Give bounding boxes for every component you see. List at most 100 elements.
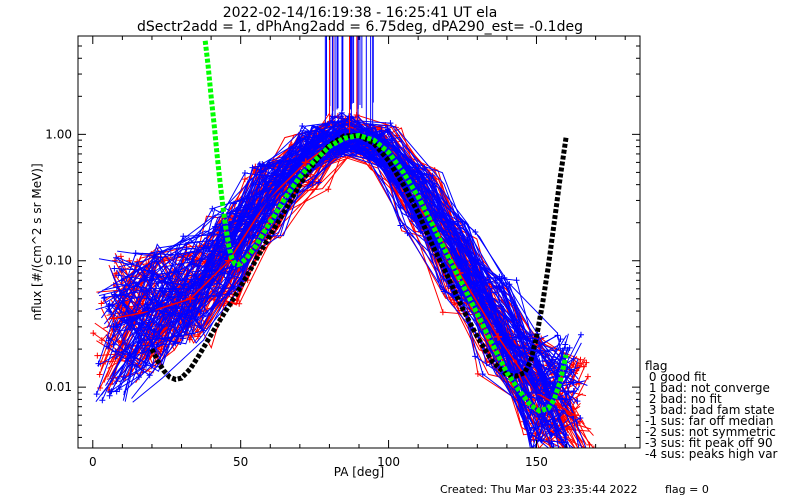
red-mark	[583, 359, 590, 366]
blue-mark	[305, 133, 312, 140]
measurement-curve	[123, 129, 579, 428]
blue-mark	[183, 244, 190, 251]
blue-mark	[143, 362, 150, 369]
blue-mark	[111, 291, 118, 298]
blue-mark	[271, 202, 278, 209]
blue-mark	[215, 248, 222, 255]
red-mark	[94, 352, 101, 359]
blue-bundle	[93, 109, 588, 457]
blue-mark	[472, 353, 479, 360]
blue-mark	[118, 267, 125, 274]
created-timestamp: Created: Thu Mar 03 23:35:44 2022	[440, 483, 638, 496]
blue-mark	[95, 360, 102, 367]
tick-layer: 0 50 100 150 0.01 0.10 1.00	[45, 35, 640, 469]
y-tick-label: 0.01	[45, 380, 72, 394]
x-tick-label: 100	[377, 455, 400, 469]
blue-mark	[115, 272, 122, 279]
y-tick-label: 1.00	[45, 127, 72, 141]
red-series-point	[301, 158, 310, 167]
blue-mark	[521, 380, 528, 387]
blue-mark	[558, 445, 560, 448]
blue-mark	[213, 290, 220, 297]
measurement-curve	[112, 135, 564, 387]
plot-frame	[77, 35, 641, 449]
blue-mark	[180, 233, 187, 240]
measurement-curve	[130, 140, 582, 400]
red-mark	[584, 373, 591, 380]
blue-mark	[257, 169, 264, 176]
measurement-curve	[115, 122, 581, 444]
blue-mark	[93, 391, 100, 398]
blue-mark	[184, 273, 191, 280]
blue-mark	[397, 204, 404, 211]
blue-mark	[100, 295, 107, 302]
blue-mark	[315, 179, 322, 186]
blue-mark	[565, 451, 571, 457]
red-mark	[236, 300, 243, 307]
legend-item: -1 sus: far off median	[645, 414, 773, 428]
blue-mark	[259, 161, 266, 168]
red-series-point	[494, 332, 503, 341]
blue-series-point	[109, 322, 118, 331]
flag-value: flag = 0	[665, 483, 709, 496]
flag-legend: flag 0 good fit 1 bad: not converge 2 ba…	[645, 359, 778, 461]
blue-mark	[241, 169, 248, 176]
blue-mark	[540, 417, 547, 424]
blue-mark	[182, 292, 189, 299]
red-mark	[241, 176, 248, 183]
blue-mark	[570, 355, 577, 362]
red-series-point	[109, 314, 118, 323]
legend-item: -3 sus: fit peak off 90	[645, 436, 773, 450]
red-mark	[570, 451, 576, 457]
blue-mark	[577, 414, 584, 421]
red-mark	[555, 451, 561, 457]
blue-mark	[414, 169, 421, 176]
blue-mark	[520, 386, 527, 393]
legend-item: 0 good fit	[645, 370, 707, 384]
measurement-curve	[122, 123, 569, 410]
chart-subtitle: dSectr2add = 1, dPhAng2add = 6.75deg, dP…	[137, 19, 583, 35]
blue-mark	[338, 118, 345, 125]
blue-mark	[299, 122, 306, 129]
blue-series-point	[562, 395, 571, 404]
blue-mark	[175, 270, 182, 277]
blue-mark	[417, 228, 424, 235]
legend-item: 2 bad: no fit	[645, 392, 722, 406]
chart-title: 2022-02-14/16:19:38 - 16:25:41 UT ela	[223, 5, 498, 21]
measurement-curve	[113, 125, 577, 421]
blue-series-point	[301, 149, 310, 158]
red-mark	[451, 299, 458, 306]
blue-mark	[552, 451, 558, 457]
blue-series-point	[263, 196, 272, 205]
measurement-curve	[97, 123, 554, 406]
blue-mark	[472, 229, 479, 236]
x-tick-label: 50	[233, 455, 248, 469]
measurement-curve	[97, 141, 552, 367]
red-series-point	[224, 256, 233, 265]
blue-mark	[518, 350, 525, 357]
legend-item: -2 sus: not symmetric	[645, 425, 776, 439]
x-tick-label: 0	[89, 455, 97, 469]
blue-mark	[479, 371, 486, 378]
y-axis-label: nflux [#/(cm^2 s sr MeV)]	[30, 163, 44, 320]
green-fit-curve	[202, 40, 569, 414]
blue-mark	[212, 223, 219, 230]
red-mark	[439, 309, 446, 316]
red-mark	[96, 371, 103, 378]
red-series-point	[570, 411, 579, 420]
red-mark	[577, 356, 584, 363]
blue-mark	[105, 303, 112, 310]
blue-mark	[567, 451, 573, 457]
blue-mark	[112, 348, 119, 355]
red-mark	[111, 257, 118, 264]
x-tick-label: 150	[525, 455, 548, 469]
blue-mark	[557, 336, 564, 343]
blue-mark	[563, 432, 570, 439]
legend-item: 3 bad: bad fam state	[645, 403, 775, 417]
blue-mark	[426, 187, 433, 194]
blue-mark	[213, 280, 220, 287]
blue-mark	[99, 397, 106, 404]
blue-mark	[548, 407, 555, 414]
